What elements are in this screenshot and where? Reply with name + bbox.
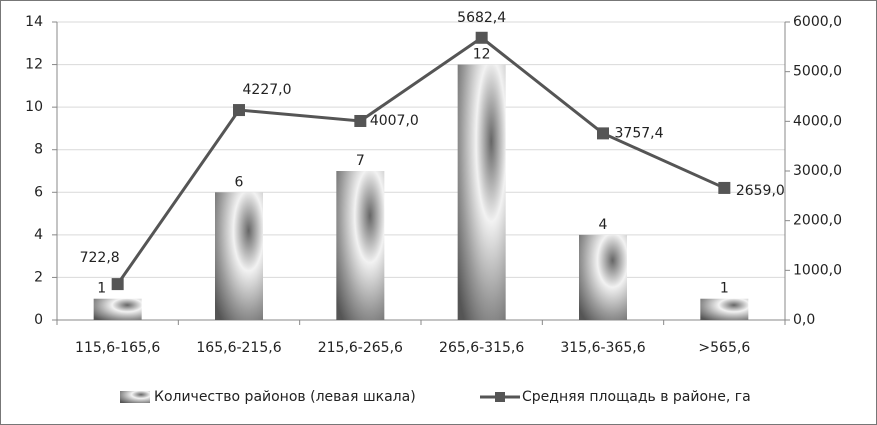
- x-tick-label: 115,6-165,6: [75, 340, 160, 356]
- y2-tick-label: 1000,0: [793, 262, 842, 278]
- bar: [579, 234, 627, 320]
- y2-tick-label: 6000,0: [793, 14, 842, 30]
- bar-value-label: 6: [235, 174, 244, 190]
- y2-tick-label: 0,0: [793, 312, 815, 328]
- bar-value-label: 7: [356, 153, 365, 169]
- x-tick-label: 265,6-315,6: [439, 340, 524, 356]
- y2-tick-label: 4000,0: [793, 113, 842, 129]
- bar: [93, 298, 142, 320]
- x-tick-label: 215,6-265,6: [318, 340, 403, 356]
- line-value-label: 722,8: [80, 250, 120, 266]
- line-value-label: 2659,0: [736, 183, 785, 199]
- legend-label: Количество районов (левая шкала): [154, 389, 416, 405]
- line-value-label: 4227,0: [243, 82, 292, 98]
- x-tick-label: 315,6-365,6: [560, 340, 645, 356]
- y-tick-label: 6: [34, 184, 43, 200]
- y-tick-label: 14: [25, 14, 43, 30]
- x-tick-label: >565,6: [698, 340, 750, 356]
- bar-value-label: 1: [97, 281, 106, 297]
- line-value-label: 4007,0: [370, 113, 419, 129]
- y-tick-label: 8: [34, 142, 43, 158]
- bar: [457, 64, 506, 320]
- y-tick-label: 10: [25, 99, 43, 115]
- line-value-label: 3757,4: [615, 125, 664, 141]
- y-tick-label: 2: [34, 269, 43, 285]
- legend-label: Средняя площадь в районе, га: [522, 389, 751, 405]
- line-marker: [354, 114, 367, 127]
- y2-tick-label: 2000,0: [793, 213, 842, 229]
- line-value-label: 5682,4: [457, 10, 506, 26]
- bar: [215, 192, 263, 320]
- line-marker: [718, 181, 731, 194]
- bar: [700, 298, 749, 320]
- line-marker: [111, 278, 124, 291]
- y2-tick-label: 3000,0: [793, 163, 842, 179]
- y2-tick-label: 5000,0: [793, 64, 842, 80]
- line-marker: [233, 104, 245, 117]
- legend-marker: [495, 392, 505, 402]
- bar-value-label: 1: [720, 281, 729, 297]
- y-tick-label: 4: [34, 227, 43, 243]
- bar-value-label: 4: [599, 217, 608, 233]
- line-marker: [475, 31, 488, 44]
- bar-value-label: 12: [473, 47, 491, 63]
- line: [116, 35, 725, 285]
- legend-swatch: [120, 391, 150, 403]
- y-tick-label: 12: [25, 57, 43, 73]
- x-tick-label: 165,6-215,6: [196, 340, 281, 356]
- y-tick-label: 0: [34, 312, 43, 328]
- line-marker: [597, 127, 609, 140]
- bar: [336, 171, 385, 320]
